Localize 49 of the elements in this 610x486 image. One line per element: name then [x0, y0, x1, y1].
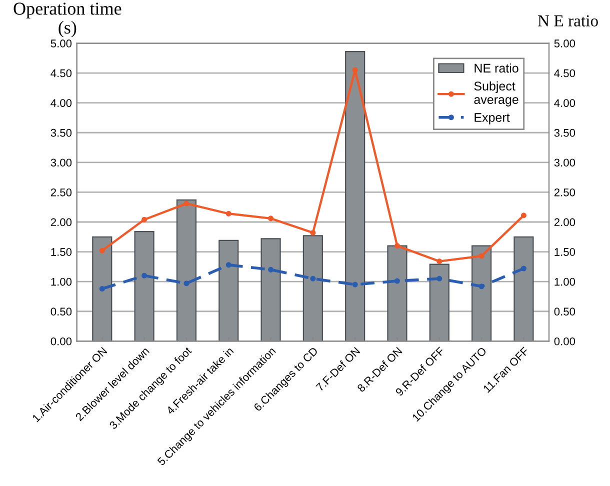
y-tick-label: 2.50 [50, 188, 72, 196]
legend-label: Expert [474, 113, 510, 124]
point [436, 258, 442, 264]
y2-tick-label: 0.00 [554, 337, 576, 346]
y2-tick-label: 1.00 [554, 278, 576, 286]
y2-tick-label: 5.00 [554, 40, 576, 48]
y-tick-label: 0.00 [50, 337, 72, 346]
point [394, 243, 400, 249]
point [99, 286, 105, 292]
y-tick-label: 5.00 [50, 40, 72, 48]
point [436, 276, 442, 282]
point [268, 216, 274, 222]
y-tick-label: 1.00 [51, 278, 72, 286]
y2-tick-label: 3.00 [554, 158, 576, 167]
point [268, 266, 274, 272]
point [310, 230, 316, 236]
point [142, 216, 148, 222]
point [478, 253, 484, 259]
point [520, 212, 526, 218]
y2-tick-label: 2.50 [554, 188, 576, 196]
y-tick-label: 3.50 [50, 128, 72, 137]
y-tick-label: 1.50 [51, 248, 72, 256]
point [226, 262, 232, 268]
legend-label: NE ratio [474, 63, 518, 73]
y-tick-label: 2.00 [50, 218, 72, 226]
y2-axis-title: N E ratio [538, 15, 598, 26]
point [478, 284, 484, 290]
point [184, 280, 190, 286]
y-tick-label: 4.50 [50, 69, 72, 78]
point [520, 266, 526, 272]
point [226, 210, 232, 216]
y2-tick-label: 4.00 [554, 99, 576, 107]
legend-label: Subject average [474, 81, 518, 106]
point [184, 200, 190, 206]
y-tick-label: 4.00 [50, 99, 72, 107]
y-tick-label: 3.00 [50, 158, 72, 167]
point [352, 67, 358, 73]
y2-tick-label: 4.50 [554, 69, 576, 78]
point [394, 278, 400, 284]
point [352, 282, 358, 288]
point [142, 272, 148, 278]
y2-tick-label: 2.00 [554, 218, 576, 226]
point [310, 276, 316, 282]
point [99, 248, 105, 254]
y2-tick-label: 0.50 [554, 308, 576, 316]
y-tick-label: 0.50 [50, 308, 72, 316]
y2-tick-label: 3.50 [554, 128, 576, 137]
y2-tick-label: 1.50 [554, 248, 576, 256]
y-axis-title: Operation time (s) [14, 2, 122, 38]
